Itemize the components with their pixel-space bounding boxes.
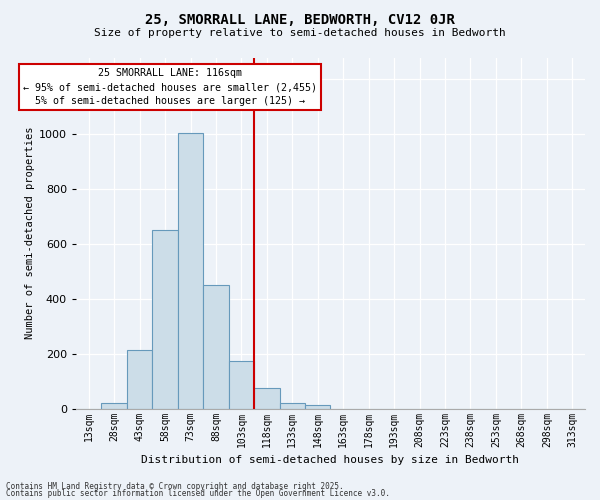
X-axis label: Distribution of semi-detached houses by size in Bedworth: Distribution of semi-detached houses by …	[142, 455, 520, 465]
Bar	[254, 388, 280, 408]
Text: Contains public sector information licensed under the Open Government Licence v3: Contains public sector information licen…	[6, 489, 390, 498]
Text: Size of property relative to semi-detached houses in Bedworth: Size of property relative to semi-detach…	[94, 28, 506, 38]
Y-axis label: Number of semi-detached properties: Number of semi-detached properties	[25, 127, 35, 340]
Bar	[152, 230, 178, 408]
Bar	[178, 133, 203, 408]
Bar	[229, 360, 254, 408]
Bar	[305, 404, 331, 408]
Bar	[280, 403, 305, 408]
Text: 25 SMORRALL LANE: 116sqm
← 95% of semi-detached houses are smaller (2,455)
5% of: 25 SMORRALL LANE: 116sqm ← 95% of semi-d…	[23, 68, 317, 106]
Text: Contains HM Land Registry data © Crown copyright and database right 2025.: Contains HM Land Registry data © Crown c…	[6, 482, 344, 491]
Bar	[203, 285, 229, 408]
Bar	[101, 403, 127, 408]
Text: 25, SMORRALL LANE, BEDWORTH, CV12 0JR: 25, SMORRALL LANE, BEDWORTH, CV12 0JR	[145, 12, 455, 26]
Bar	[127, 350, 152, 408]
